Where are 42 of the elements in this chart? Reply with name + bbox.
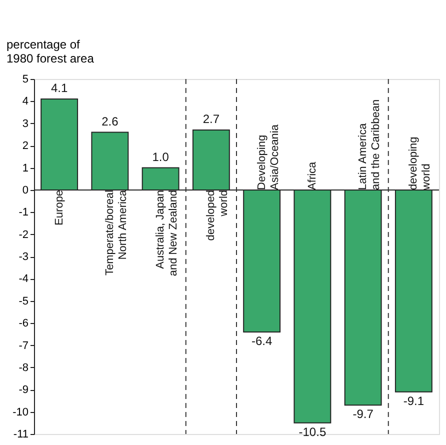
y-tick-label: -7: [18, 340, 28, 352]
x-tick-label: Africa: [306, 160, 318, 190]
x-tick-label: Australia, Japan and New Zealand: [154, 190, 180, 276]
y-tick-label: 2: [22, 140, 28, 152]
data-label: 2.7: [202, 112, 220, 126]
data-label: -9.1: [403, 394, 424, 408]
bar: [394, 189, 432, 392]
y-axis-title: percentage of 1980 forest area: [6, 38, 94, 66]
y-tick-label: -9: [18, 384, 28, 396]
y-tick-label: 1: [22, 162, 28, 174]
y-tick-label: -8: [18, 362, 28, 374]
data-label: 4.1: [50, 80, 68, 95]
y-tick-label: -4: [18, 273, 28, 286]
data-label: 1.0: [152, 150, 170, 164]
bar: [192, 130, 230, 190]
x-tick-label: Temperate/boreal North America: [104, 189, 129, 276]
x-tick-label: Developing Asia/Oceania: [256, 124, 281, 190]
y-tick-label: -10: [12, 406, 28, 418]
x-tick-label: developed world: [205, 190, 230, 241]
bar: [243, 189, 281, 332]
y-tick-label: -5: [18, 295, 28, 308]
x-tick-label: Latin America and the Caribbean: [357, 99, 382, 190]
data-label: 2.6: [102, 114, 119, 128]
bar: [294, 189, 332, 424]
data-label: -6.4: [251, 334, 272, 348]
bar: [344, 189, 382, 406]
y-tick-label: 5: [22, 74, 28, 86]
y-tick-label: 3: [22, 118, 28, 130]
y-tick-label: -3: [18, 251, 28, 263]
y-tick-label: -11: [13, 428, 28, 440]
bar: [40, 98, 78, 190]
bar: [142, 167, 180, 190]
y-tick-label: -6: [18, 318, 28, 330]
data-label: -9.7: [352, 407, 374, 422]
x-tick-label: developing world: [408, 136, 433, 191]
bar: [91, 132, 129, 190]
y-tick-label: 4: [22, 96, 28, 108]
y-tick-label: 0: [22, 184, 28, 196]
y-tick-label: -2: [18, 228, 28, 241]
x-tick-label: Europe: [53, 190, 66, 226]
data-label: -10.5: [298, 424, 326, 439]
y-tick-label: -1: [18, 206, 28, 219]
